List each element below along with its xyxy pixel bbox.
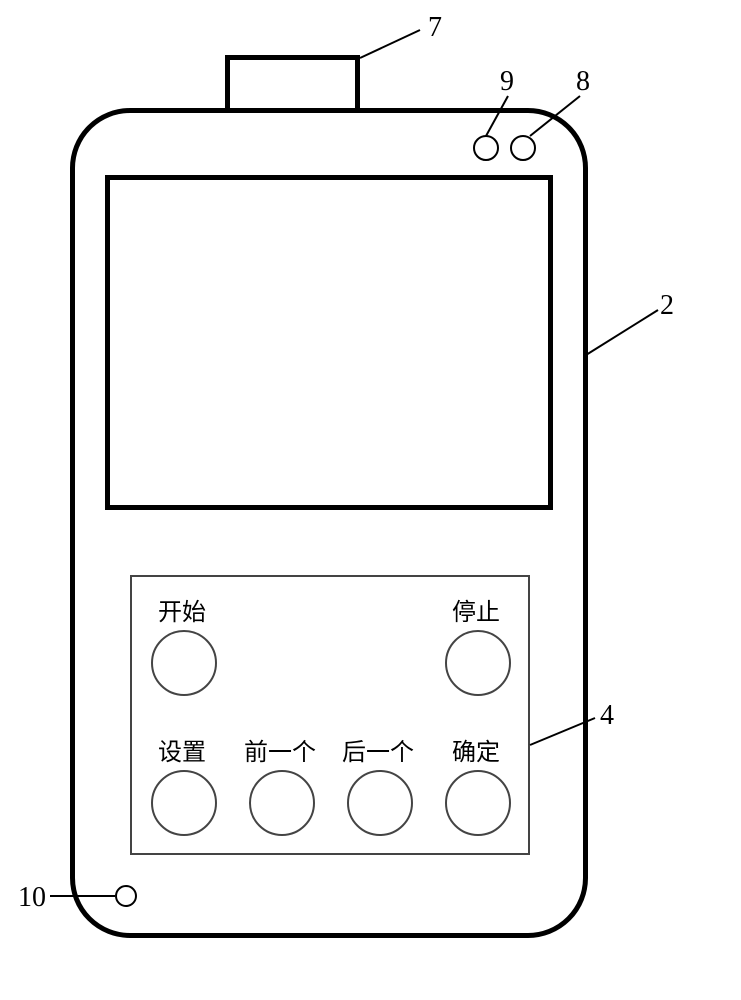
callout-10: 10	[18, 882, 46, 914]
led-10	[115, 885, 137, 907]
callout-8: 8	[576, 66, 590, 98]
ok-button[interactable]	[445, 770, 511, 836]
callout-7: 7	[428, 12, 442, 44]
stop-button[interactable]	[445, 630, 511, 696]
display-screen	[105, 175, 553, 510]
prev-button[interactable]	[249, 770, 315, 836]
stop-label: 停止	[452, 592, 500, 627]
led-8	[510, 135, 536, 161]
callout-4: 4	[600, 700, 614, 732]
prev-label: 前一个	[244, 732, 316, 767]
set-label: 设置	[158, 732, 206, 767]
next-button[interactable]	[347, 770, 413, 836]
start-button[interactable]	[151, 630, 217, 696]
callout-2: 2	[660, 290, 674, 322]
next-label: 后一个	[342, 732, 414, 767]
start-label: 开始	[158, 592, 206, 627]
ok-label: 确定	[452, 732, 500, 767]
top-port	[225, 55, 360, 113]
diagram-canvas: 开始 停止 设置 前一个 后一个 确定 7 9 8 2 4 10	[0, 0, 741, 1000]
set-button[interactable]	[151, 770, 217, 836]
callout-9: 9	[500, 66, 514, 98]
led-9	[473, 135, 499, 161]
